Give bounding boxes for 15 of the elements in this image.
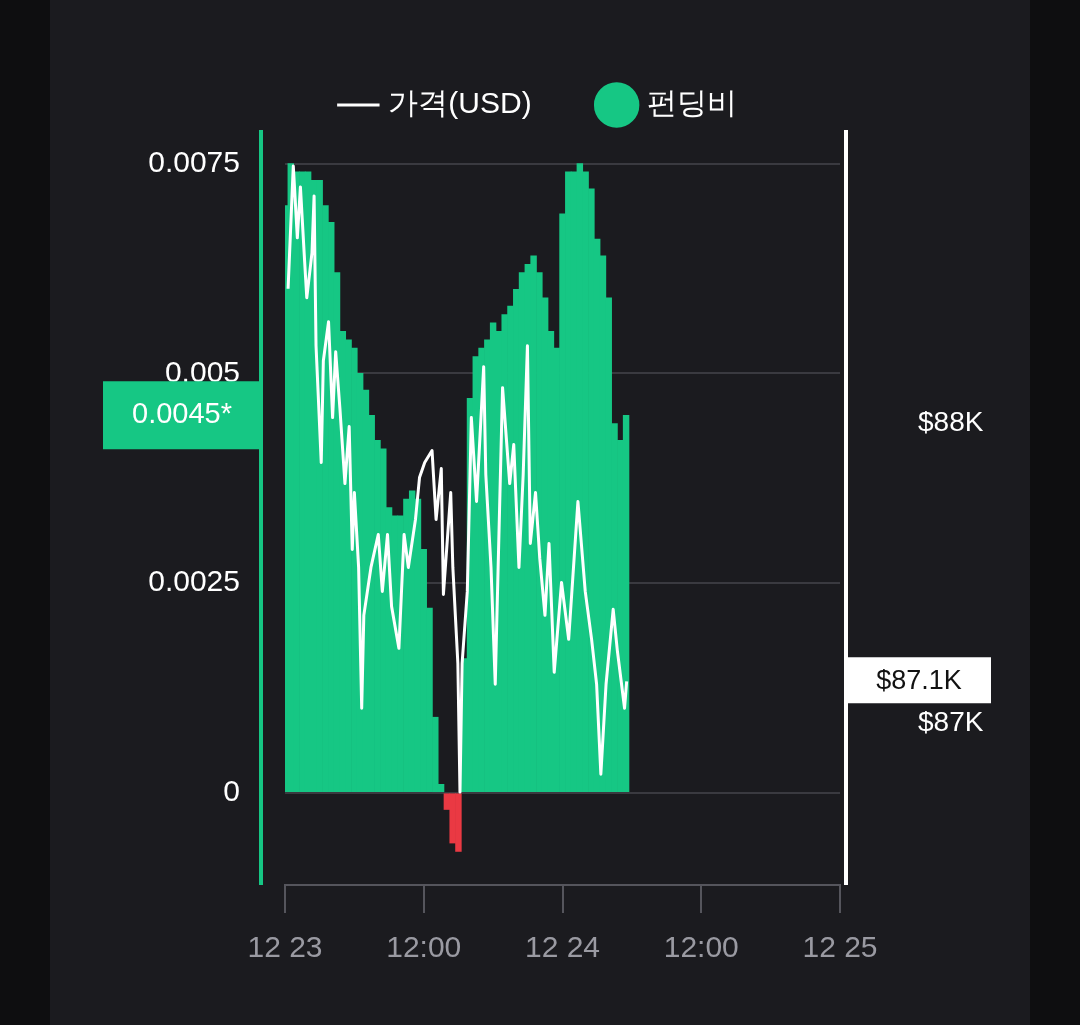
- y2-tick-label: $88K: [918, 406, 984, 438]
- x-tick-label: 12 25: [802, 930, 878, 964]
- text: 0.0045*: [132, 397, 232, 430]
- y-tick-label: 0.0075: [148, 144, 240, 178]
- text: $87.1K: [876, 664, 962, 695]
- y2-tick-label: $87K: [918, 705, 984, 737]
- legend-label: 가격(USD): [388, 86, 532, 120]
- y-tick-label: 0.0025: [148, 564, 240, 598]
- x-tick-label: 12:00: [663, 930, 739, 964]
- legend-label: 펀딩비: [646, 86, 737, 120]
- y-tick-label: 0.005: [164, 354, 240, 388]
- x-tick-label: 12 24: [524, 930, 601, 964]
- x-tick-label: 12 23: [247, 930, 323, 964]
- x-tick-label: 12:00: [386, 930, 462, 964]
- y-tick-label: 0: [223, 773, 240, 807]
